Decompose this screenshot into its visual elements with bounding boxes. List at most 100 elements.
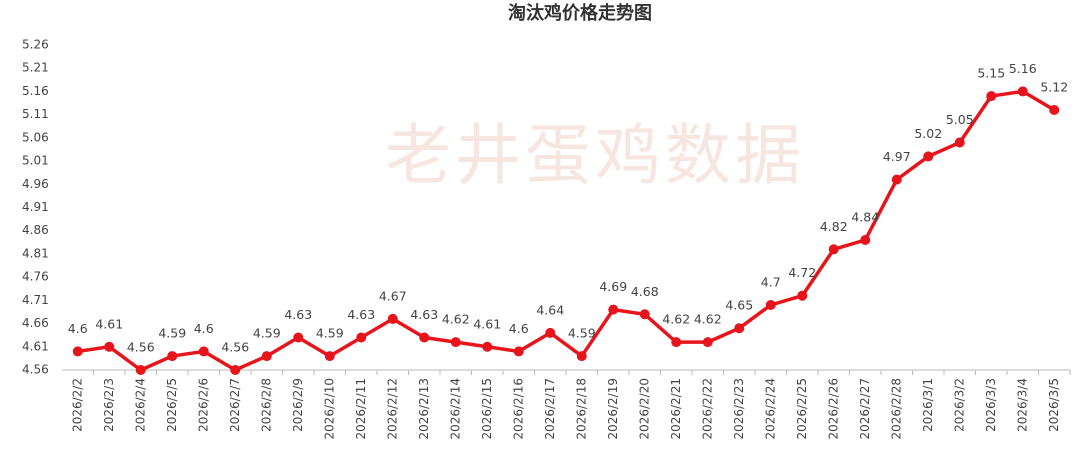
x-tick-label: 2026/2/6 <box>196 378 210 432</box>
marker <box>230 365 241 375</box>
data-label: 4.62 <box>694 312 722 327</box>
x-tick-label: 2026/3/2 <box>952 378 966 432</box>
marker <box>419 332 430 343</box>
data-label: 5.12 <box>1040 80 1068 95</box>
chart-title: 淘汰鸡价格走势图 <box>508 2 652 24</box>
y-tick-label: 4.76 <box>22 270 49 284</box>
marker <box>387 313 398 324</box>
data-label: 4.59 <box>253 326 281 341</box>
marker <box>954 137 965 148</box>
data-label: 4.61 <box>473 316 501 331</box>
watermark: 老井蛋鸡数据 <box>385 117 805 194</box>
y-tick-label: 4.66 <box>22 316 49 330</box>
marker <box>198 346 209 357</box>
data-label: 4.6 <box>194 321 214 336</box>
y-tick-label: 5.01 <box>22 154 49 168</box>
x-tick-label: 2026/2/2 <box>70 378 84 432</box>
x-tick-label: 2026/2/20 <box>637 378 651 440</box>
x-tick-label: 2026/2/7 <box>228 378 242 432</box>
data-label: 4.72 <box>788 265 816 280</box>
data-label: 4.63 <box>284 307 312 322</box>
marker <box>891 174 902 185</box>
x-tick-label: 2026/2/28 <box>889 378 903 440</box>
data-label: 4.84 <box>851 210 879 225</box>
x-tick-label: 2026/2/11 <box>354 378 368 440</box>
marker <box>860 235 871 245</box>
data-label: 4.59 <box>316 326 344 341</box>
data-label: 4.62 <box>442 312 470 327</box>
y-tick-label: 5.11 <box>22 107 49 121</box>
x-tick-label: 2026/2/27 <box>858 378 872 440</box>
y-tick-label: 4.86 <box>22 223 49 237</box>
marker <box>1049 105 1060 115</box>
y-tick-label: 5.06 <box>22 130 49 144</box>
y-tick-label: 5.21 <box>22 61 49 75</box>
x-tick-label: 2026/2/4 <box>133 378 147 432</box>
x-tick-label: 2026/2/21 <box>669 378 683 440</box>
line <box>77 89 1056 372</box>
x-tick-label: 2026/2/12 <box>385 378 399 440</box>
x-tick-label: 2026/3/1 <box>921 378 935 432</box>
marker <box>576 351 587 362</box>
marker <box>135 365 146 375</box>
y-tick-label: 4.71 <box>22 293 49 307</box>
marker <box>797 290 808 301</box>
data-label: 4.82 <box>820 219 848 234</box>
x-tick-label: 2026/2/5 <box>165 378 179 432</box>
marker <box>72 346 83 357</box>
marker <box>356 332 367 343</box>
x-tick-label: 2026/2/22 <box>700 378 714 440</box>
marker <box>639 309 650 320</box>
data-label: 4.65 <box>725 298 753 313</box>
data-label: 4.6 <box>68 321 88 336</box>
data-label: 4.6 <box>509 321 529 336</box>
x-tick-label: 2026/2/3 <box>102 378 116 432</box>
marker <box>167 351 178 362</box>
data-label: 4.63 <box>410 307 438 322</box>
x-tick-label: 2026/2/13 <box>417 378 431 440</box>
data-label: 4.61 <box>95 316 123 331</box>
data-label: 4.69 <box>599 279 627 294</box>
x-tick-label: 2026/2/10 <box>322 378 336 440</box>
marker <box>986 91 997 102</box>
x-tick-label: 2026/2/14 <box>448 378 462 440</box>
marker <box>702 337 713 348</box>
x-tick-label: 2026/2/16 <box>511 378 525 440</box>
data-label: 4.62 <box>662 312 690 327</box>
marker <box>1017 86 1028 97</box>
data-label: 4.67 <box>379 288 407 303</box>
marker <box>261 351 272 362</box>
data-label: 4.64 <box>536 302 564 317</box>
x-tick-label: 2026/2/17 <box>543 378 557 440</box>
data-label: 4.97 <box>883 149 911 164</box>
x-tick-label: 2026/3/5 <box>1047 378 1061 432</box>
marker <box>608 304 619 315</box>
marker <box>765 300 776 310</box>
marker <box>671 337 682 348</box>
marker <box>293 332 304 343</box>
marker <box>482 341 493 352</box>
data-label: 4.7 <box>761 275 781 290</box>
y-tick-label: 4.96 <box>22 177 49 191</box>
data-label: 4.56 <box>221 340 249 355</box>
x-tick-label: 2026/2/15 <box>480 378 494 440</box>
data-label: 5.02 <box>914 126 942 141</box>
marker <box>324 351 335 362</box>
data-label: 4.56 <box>127 340 155 355</box>
data-label: 5.16 <box>1009 61 1037 76</box>
marker <box>923 151 934 162</box>
marker <box>450 337 461 348</box>
marker <box>104 341 115 352</box>
data-label: 4.68 <box>631 284 659 299</box>
x-tick-label: 2026/3/3 <box>984 378 998 432</box>
y-tick-label: 4.81 <box>22 246 49 260</box>
x-tick-label: 2026/2/8 <box>259 378 273 432</box>
x-tick-label: 2026/2/26 <box>826 378 840 440</box>
marker <box>513 346 524 357</box>
y-tick-label: 4.91 <box>22 200 49 214</box>
marker <box>545 327 556 338</box>
data-label: 4.63 <box>347 307 375 322</box>
y-tick-label: 4.61 <box>22 339 49 353</box>
data-label: 4.59 <box>158 326 186 341</box>
